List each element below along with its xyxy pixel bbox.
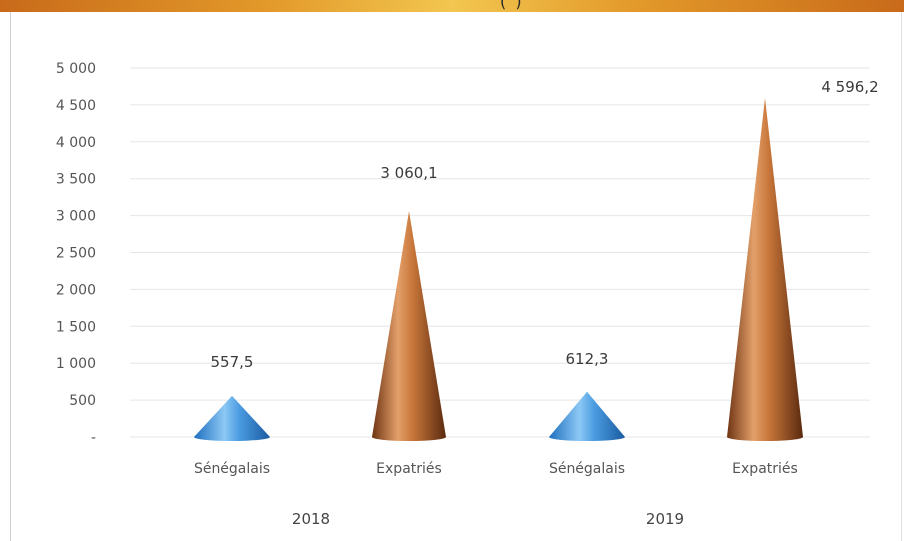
y-tick-label: 4 500: [56, 98, 96, 114]
category-label: Sénégalais: [549, 461, 625, 477]
y-tick-label: 1 000: [56, 356, 96, 372]
category-label: Expatriés: [376, 461, 442, 477]
data-label: 4 596,2: [821, 78, 878, 96]
y-tick-label: 5 000: [56, 61, 96, 77]
data-label: 3 060,1: [380, 164, 437, 182]
category-label: Expatriés: [732, 461, 798, 477]
y-tick-label: 500: [69, 393, 96, 409]
data-label: 557,5: [211, 353, 254, 371]
chart-panel: [10, 12, 902, 541]
cone-bar: [194, 395, 270, 441]
y-tick-label: 2 000: [56, 282, 96, 298]
header-bar: ( ): [0, 0, 904, 12]
y-tick-label: 3 500: [56, 172, 96, 188]
y-tick-label: 4 000: [56, 135, 96, 151]
y-tick-label: 3 000: [56, 209, 96, 225]
y-tick-label: -: [91, 430, 96, 446]
header-partial-title: ( ): [500, 0, 524, 11]
data-label: 612,3: [566, 350, 609, 368]
group-label: 2019: [646, 510, 684, 528]
y-tick-label: 2 500: [56, 246, 96, 262]
cone-bar: [727, 97, 803, 441]
cone-bar: [549, 391, 625, 441]
cone-bar: [372, 211, 446, 441]
category-label: Sénégalais: [194, 461, 270, 477]
group-label: 2018: [292, 510, 330, 528]
y-tick-label: 1 500: [56, 319, 96, 335]
